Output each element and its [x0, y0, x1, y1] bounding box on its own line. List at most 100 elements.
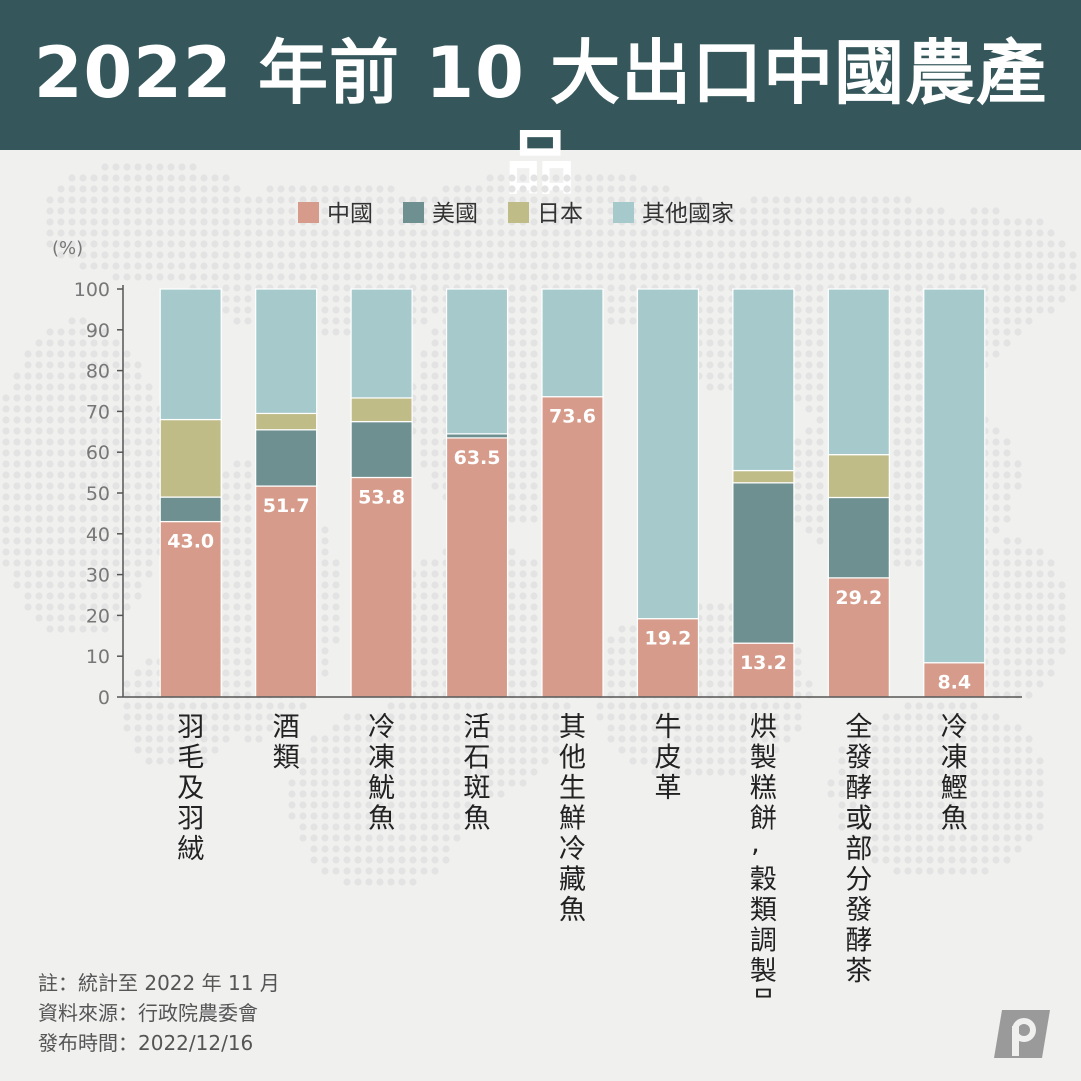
x-category-char: 酵	[845, 773, 872, 804]
x-category-label-5: 牛皮革	[654, 712, 681, 804]
x-category-char: 魚	[559, 895, 586, 926]
bar-segment-1-2	[255, 412, 318, 431]
bar-segment-3-1	[445, 433, 509, 439]
y-tick-label: 90	[86, 320, 110, 342]
bar-segment-0-1	[159, 496, 222, 523]
bar-segment-3-0	[445, 437, 509, 698]
footnotes: 註：統計至 2022 年 11 月 資料來源：行政院農委會 發布時間：2022/…	[38, 968, 280, 1058]
x-category-char: 凍	[941, 743, 968, 774]
data-label-1: 51.7	[263, 495, 310, 517]
x-category-char: 凍	[368, 743, 395, 774]
x-category-char: 品	[750, 987, 777, 1001]
x-category-char: 羽	[177, 712, 204, 743]
bar-segment-7-0	[827, 577, 890, 698]
x-category-char: 類	[273, 743, 300, 774]
x-category-char: 及	[177, 773, 204, 804]
x-category-label-1: 酒類	[273, 712, 300, 774]
x-category-char: 生	[559, 773, 586, 804]
x-category-char: 魚	[464, 804, 491, 835]
y-axis: 0 10 20 30 40 50 60 70 80 90 100	[74, 279, 123, 709]
bar-segment-2-2	[350, 397, 413, 423]
x-category-char: 石	[464, 743, 491, 774]
x-category-char: 絨	[177, 834, 204, 865]
x-category-char: 發	[845, 895, 872, 926]
x-category-char: 魷	[368, 773, 395, 804]
bar-segment-1-0	[255, 485, 318, 698]
x-category-char: 酒	[273, 712, 300, 743]
y-tick-label: 10	[86, 646, 110, 668]
x-category-char: 毛	[177, 743, 204, 774]
legend-label-1: 美國	[432, 201, 478, 227]
x-category-char: 餅	[750, 804, 777, 835]
x-category-char: 皮	[654, 743, 681, 774]
data-label-8: 8.4	[937, 672, 971, 694]
y-tick-label: 20	[86, 605, 110, 627]
x-category-char: 糕	[750, 773, 777, 804]
bar-segment-1-3	[255, 288, 318, 415]
x-category-char: 或	[845, 804, 872, 835]
x-category-char: 革	[654, 773, 681, 804]
x-category-char: 調	[750, 926, 777, 957]
legend: 中國 美國 日本 其他國家	[298, 201, 734, 227]
x-category-char: 鰹	[941, 773, 968, 804]
x-category-char: 茶	[845, 956, 872, 987]
bar-segment-4-0	[541, 396, 604, 698]
x-category-char: 其	[559, 712, 586, 743]
data-label-6: 13.2	[740, 652, 787, 674]
bar-segment-4-3	[541, 288, 604, 398]
x-category-char: 活	[464, 712, 491, 743]
x-category-char: 類	[750, 895, 777, 926]
bar-segment-8-0	[923, 662, 986, 698]
data-label-4: 73.6	[549, 406, 596, 428]
bar-segment-1-1	[255, 429, 318, 487]
p-brand-logo-icon	[994, 1010, 1050, 1058]
x-category-char: 酵	[845, 926, 872, 957]
bar-segment-6-3	[732, 288, 795, 472]
x-category-char: 羽	[177, 804, 204, 835]
bar-segment-3-3	[445, 288, 509, 435]
x-category-char: 製	[750, 956, 777, 987]
legend-swatch-1	[403, 202, 424, 223]
x-category-char: 冷	[941, 712, 968, 743]
x-category-char: 魚	[941, 804, 968, 835]
data-label-5: 19.2	[644, 628, 691, 650]
x-category-char: 製	[750, 743, 777, 774]
y-tick-label: 80	[86, 361, 110, 383]
legend-label-0: 中國	[327, 201, 373, 227]
x-category-char: 冷	[559, 834, 586, 865]
data-label-2: 53.8	[358, 486, 405, 508]
bar-segment-7-3	[827, 288, 890, 456]
bar-segment-6-1	[732, 482, 795, 644]
y-tick-label: 100	[74, 279, 110, 301]
legend-swatch-0	[298, 202, 319, 223]
x-category-char: 分	[845, 865, 872, 896]
note-stat-period: 註：統計至 2022 年 11 月	[38, 971, 280, 995]
y-axis-unit-label: (%)	[52, 238, 83, 259]
bar-segment-2-1	[350, 421, 413, 479]
x-category-char: 他	[559, 743, 586, 774]
y-tick-label: 60	[86, 442, 110, 464]
header-banner: 2022 年前 10 大出口中國農產品	[0, 0, 1081, 204]
x-category-char: 烘	[750, 712, 777, 743]
legend-label-3: 其他國家	[642, 201, 734, 227]
x-category-char: 牛	[654, 712, 681, 743]
bar-segment-2-0	[350, 476, 413, 698]
note-source: 資料來源：行政院農委會	[38, 1001, 258, 1025]
bar-segment-0-3	[159, 288, 222, 421]
bar-segment-7-1	[827, 496, 890, 579]
x-category-char: 鮮	[559, 804, 586, 835]
x-category-char: ,	[751, 828, 760, 859]
bar-segment-8-3	[923, 288, 986, 664]
y-tick-label: 50	[86, 483, 110, 505]
x-category-char: 魚	[368, 804, 395, 835]
page-title: 2022 年前 10 大出口中國農產品	[33, 32, 1048, 204]
x-category-char: 藏	[559, 865, 586, 896]
x-category-char: 發	[845, 743, 872, 774]
bar-segment-5-0	[636, 618, 700, 698]
bar-segment-0-2	[159, 418, 222, 498]
note-publish-date: 發布時間：2022/12/16	[38, 1031, 254, 1055]
